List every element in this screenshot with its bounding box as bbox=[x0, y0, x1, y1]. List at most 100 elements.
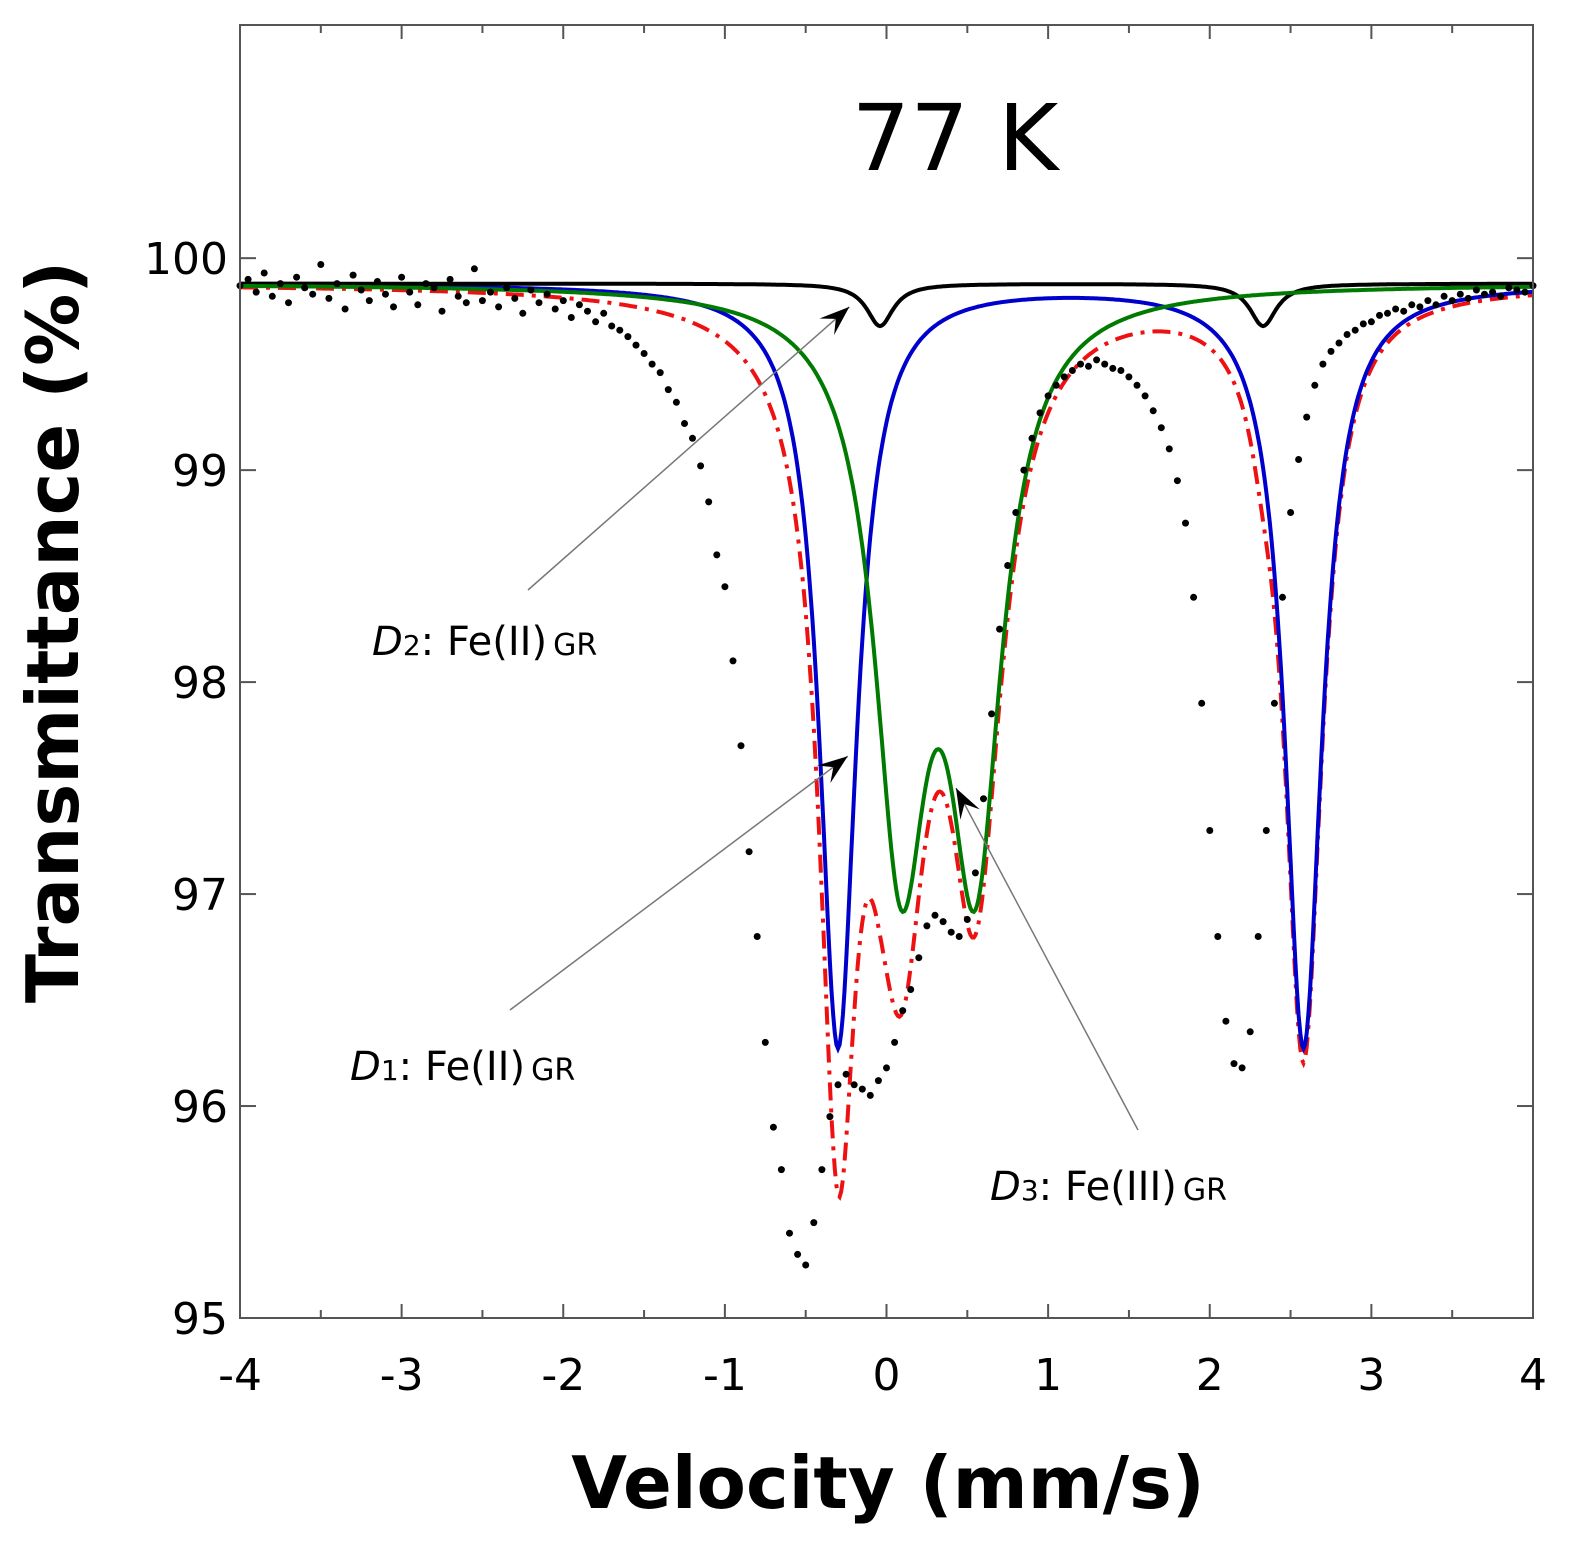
fit-curves bbox=[240, 281, 1534, 1201]
data-point bbox=[293, 273, 301, 281]
data-point bbox=[664, 386, 672, 394]
x-tick-label: -3 bbox=[380, 1350, 424, 1401]
data-point bbox=[1456, 290, 1464, 298]
data-point bbox=[333, 280, 341, 288]
y-tick-label: 97 bbox=[172, 870, 228, 921]
data-point bbox=[1327, 347, 1335, 355]
data-point bbox=[907, 986, 915, 993]
data-point bbox=[1085, 362, 1092, 370]
data-point bbox=[1392, 305, 1400, 313]
data-point bbox=[777, 1166, 785, 1174]
data-point bbox=[697, 462, 705, 470]
data-point bbox=[826, 1113, 834, 1121]
data-point bbox=[584, 307, 591, 315]
data-point bbox=[1012, 509, 1020, 516]
annotation-d2-text: : Fe(II) bbox=[421, 619, 547, 665]
data-point bbox=[1117, 367, 1125, 374]
data-point bbox=[632, 341, 640, 349]
data-point bbox=[769, 1123, 777, 1131]
data-point bbox=[810, 1219, 818, 1227]
data-point bbox=[834, 1081, 842, 1089]
y-tick-label: 95 bbox=[172, 1294, 228, 1345]
annotation-d1-letter: D bbox=[350, 1044, 381, 1090]
annotation-d1: D1: Fe(II) GR bbox=[350, 1044, 575, 1090]
data-point bbox=[1182, 519, 1189, 527]
data-point bbox=[1279, 593, 1286, 601]
y-tick-label: 96 bbox=[172, 1082, 228, 1133]
data-point bbox=[244, 275, 252, 283]
x-tick-label: 1 bbox=[1034, 1350, 1062, 1401]
data-point bbox=[1472, 286, 1480, 294]
data-point bbox=[988, 710, 996, 718]
data-point bbox=[713, 551, 721, 559]
data-point bbox=[971, 869, 979, 877]
data-point bbox=[1141, 392, 1149, 400]
annotation-arrowhead-2 bbox=[817, 756, 848, 784]
data-point bbox=[656, 369, 664, 377]
data-point bbox=[1109, 364, 1117, 372]
data-point bbox=[398, 273, 406, 281]
data-point bbox=[1464, 294, 1472, 302]
data-point bbox=[705, 498, 713, 506]
data-point bbox=[365, 297, 373, 305]
data-point bbox=[1311, 381, 1319, 389]
tick-labels: -4 -3 -2 -1 0 1 2 3 4 95 96 97 98 99 100 bbox=[144, 234, 1547, 1401]
data-point bbox=[495, 303, 503, 311]
annotation-d3-gr: GR bbox=[1183, 1173, 1227, 1208]
data-point bbox=[640, 350, 648, 357]
y-axis-title: Transmittance (%) bbox=[11, 261, 95, 1003]
annotation-d1-sub: 1 bbox=[381, 1054, 399, 1087]
data-point bbox=[592, 318, 600, 326]
data-point bbox=[802, 1261, 810, 1269]
annotation-d1-text: : Fe(II) bbox=[399, 1044, 525, 1090]
plot-area bbox=[236, 261, 1537, 1269]
data-point bbox=[1173, 477, 1181, 485]
data-point bbox=[616, 326, 624, 334]
data-point bbox=[487, 288, 494, 296]
data-point bbox=[478, 297, 486, 305]
data-point bbox=[1351, 326, 1359, 334]
data-point bbox=[1367, 318, 1375, 326]
x-tick-label: 3 bbox=[1357, 1350, 1385, 1401]
y-tick-label: 98 bbox=[172, 658, 228, 709]
data-point bbox=[1190, 593, 1198, 601]
data-point bbox=[325, 294, 333, 302]
x-tick-label: 0 bbox=[873, 1350, 901, 1401]
data-point bbox=[681, 420, 688, 427]
data-point bbox=[454, 292, 462, 300]
data-point bbox=[422, 280, 430, 288]
data-point bbox=[1424, 297, 1432, 305]
data-point bbox=[567, 314, 575, 321]
component-curve-2 bbox=[240, 281, 1533, 329]
temperature-label: 77 K bbox=[852, 85, 1061, 192]
data-point bbox=[745, 848, 753, 856]
data-point bbox=[1020, 466, 1028, 474]
data-point bbox=[1101, 360, 1109, 368]
data-point bbox=[543, 290, 551, 298]
data-point bbox=[357, 286, 365, 294]
axis-ticks bbox=[239, 25, 1534, 1319]
data-point bbox=[414, 301, 422, 309]
data-point bbox=[737, 742, 745, 750]
component-curve-1 bbox=[240, 283, 1534, 1054]
data-point bbox=[1481, 290, 1488, 298]
data-point bbox=[947, 928, 955, 936]
data-point bbox=[1376, 311, 1383, 319]
data-point bbox=[1432, 301, 1440, 309]
data-point bbox=[1505, 284, 1513, 292]
data-point bbox=[1440, 292, 1448, 300]
data-point bbox=[963, 916, 971, 923]
annotation-d1-gr: GR bbox=[531, 1053, 575, 1088]
data-point bbox=[252, 288, 260, 296]
data-point bbox=[1270, 699, 1278, 707]
data-point bbox=[1246, 1028, 1254, 1036]
data-point bbox=[1133, 381, 1141, 389]
x-tick-label: -1 bbox=[703, 1350, 747, 1401]
data-point bbox=[689, 434, 696, 442]
data-point bbox=[1125, 373, 1133, 381]
data-point bbox=[551, 305, 559, 313]
x-axis-title: Velocity (mm/s) bbox=[571, 1441, 1205, 1525]
data-point bbox=[1303, 413, 1311, 421]
data-point bbox=[430, 284, 438, 292]
